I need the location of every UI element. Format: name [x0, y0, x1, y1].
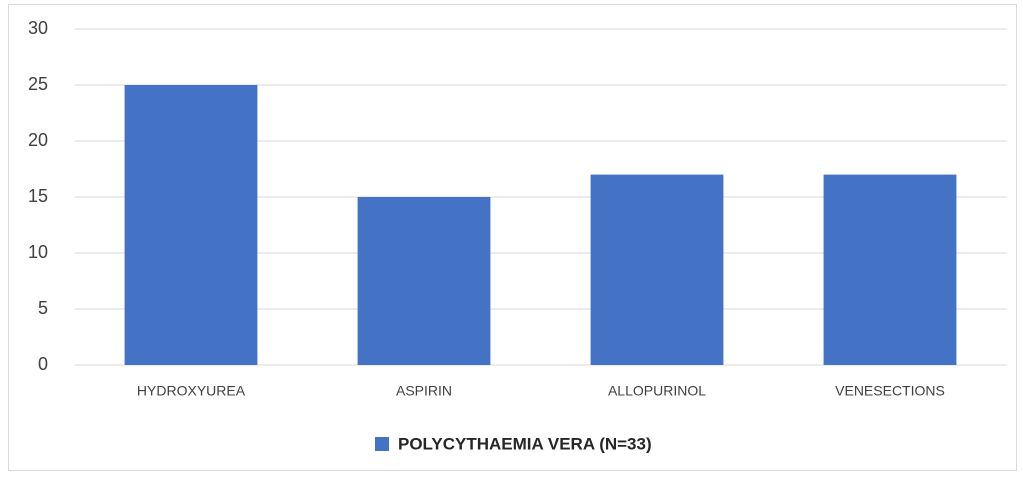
y-tick-label: 5 [38, 298, 48, 318]
x-tick-label: ALLOPURINOL [608, 383, 706, 399]
x-tick-label: VENESECTIONS [835, 383, 945, 399]
y-tick-label: 0 [38, 354, 48, 374]
y-tick-label: 10 [28, 242, 48, 262]
x-tick-label: ASPIRIN [396, 383, 452, 399]
y-tick-label: 30 [28, 18, 48, 38]
bar [823, 174, 957, 365]
bar [124, 85, 258, 365]
x-tick-label: HYDROXYUREA [137, 383, 246, 399]
y-tick-label: 20 [28, 130, 48, 150]
legend-label: POLYCYTHAEMIA VERA (N=33) [398, 434, 652, 453]
bar [357, 197, 491, 365]
y-tick-label: 15 [28, 186, 48, 206]
bar [590, 174, 724, 365]
legend-swatch [375, 437, 389, 451]
y-tick-label: 25 [28, 74, 48, 94]
